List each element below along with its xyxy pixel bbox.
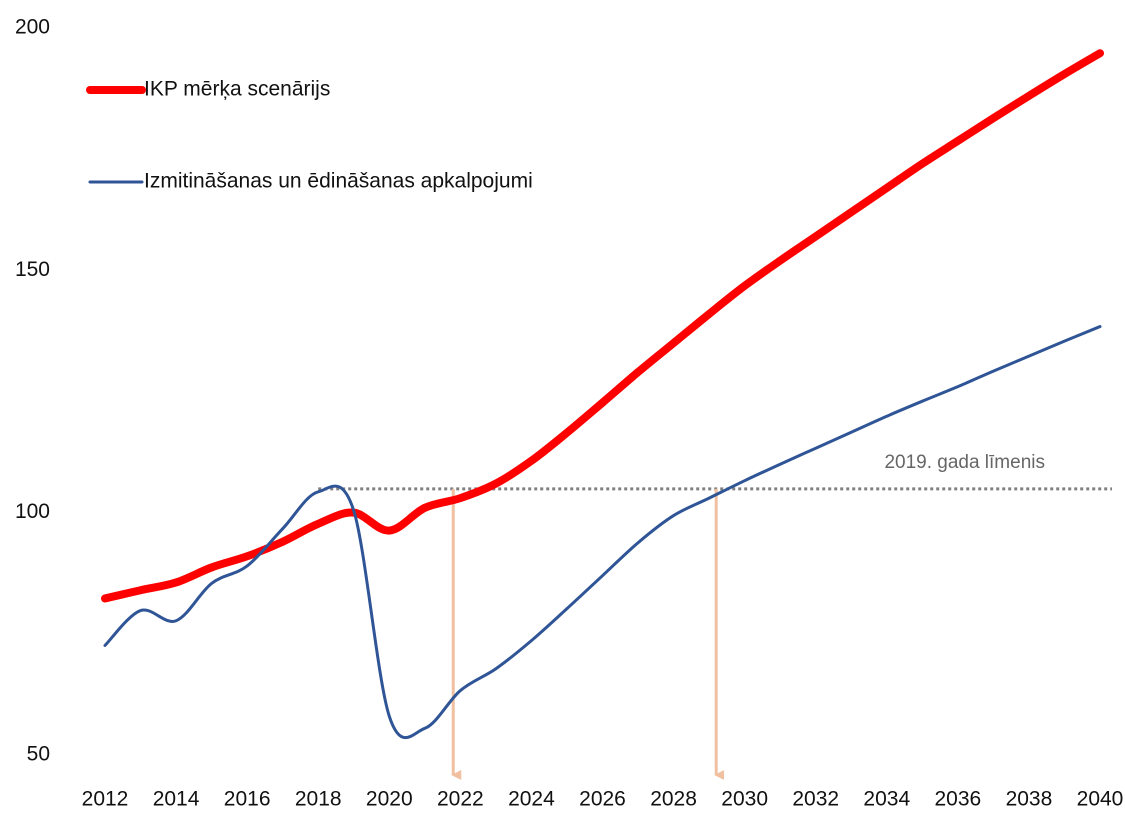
- x-tick-label: 2012: [82, 788, 129, 811]
- legend-label: IKP mērķa scenārijs: [144, 78, 330, 101]
- reference-label: 2019. gada līmenis: [884, 452, 1045, 473]
- x-tick-label: 2022: [437, 788, 484, 811]
- x-tick-label: 2036: [934, 788, 981, 811]
- x-tick-label: 2020: [366, 788, 413, 811]
- x-tick-label: 2028: [650, 788, 697, 811]
- y-tick-label: 200: [15, 16, 50, 39]
- x-tick-label: 2030: [721, 788, 768, 811]
- x-tick-label: 2038: [1006, 788, 1053, 811]
- x-tick-label: 2016: [224, 788, 271, 811]
- x-tick-label: 2040: [1077, 788, 1124, 811]
- x-tick-label: 2014: [153, 788, 200, 811]
- y-tick-label: 50: [27, 743, 50, 766]
- legend-label: Izmitināšanas un ēdināšanas apkalpojumi: [144, 170, 533, 193]
- series-line: [103, 325, 1102, 740]
- series-line: [101, 49, 1104, 603]
- x-tick-label: 2024: [508, 788, 555, 811]
- y-tick-label: 100: [15, 500, 50, 523]
- x-tick-label: 2026: [579, 788, 626, 811]
- x-tick-label: 2018: [295, 788, 342, 811]
- x-tick-label: 2032: [792, 788, 839, 811]
- y-tick-label: 150: [15, 258, 50, 281]
- x-tick-label: 2034: [863, 788, 910, 811]
